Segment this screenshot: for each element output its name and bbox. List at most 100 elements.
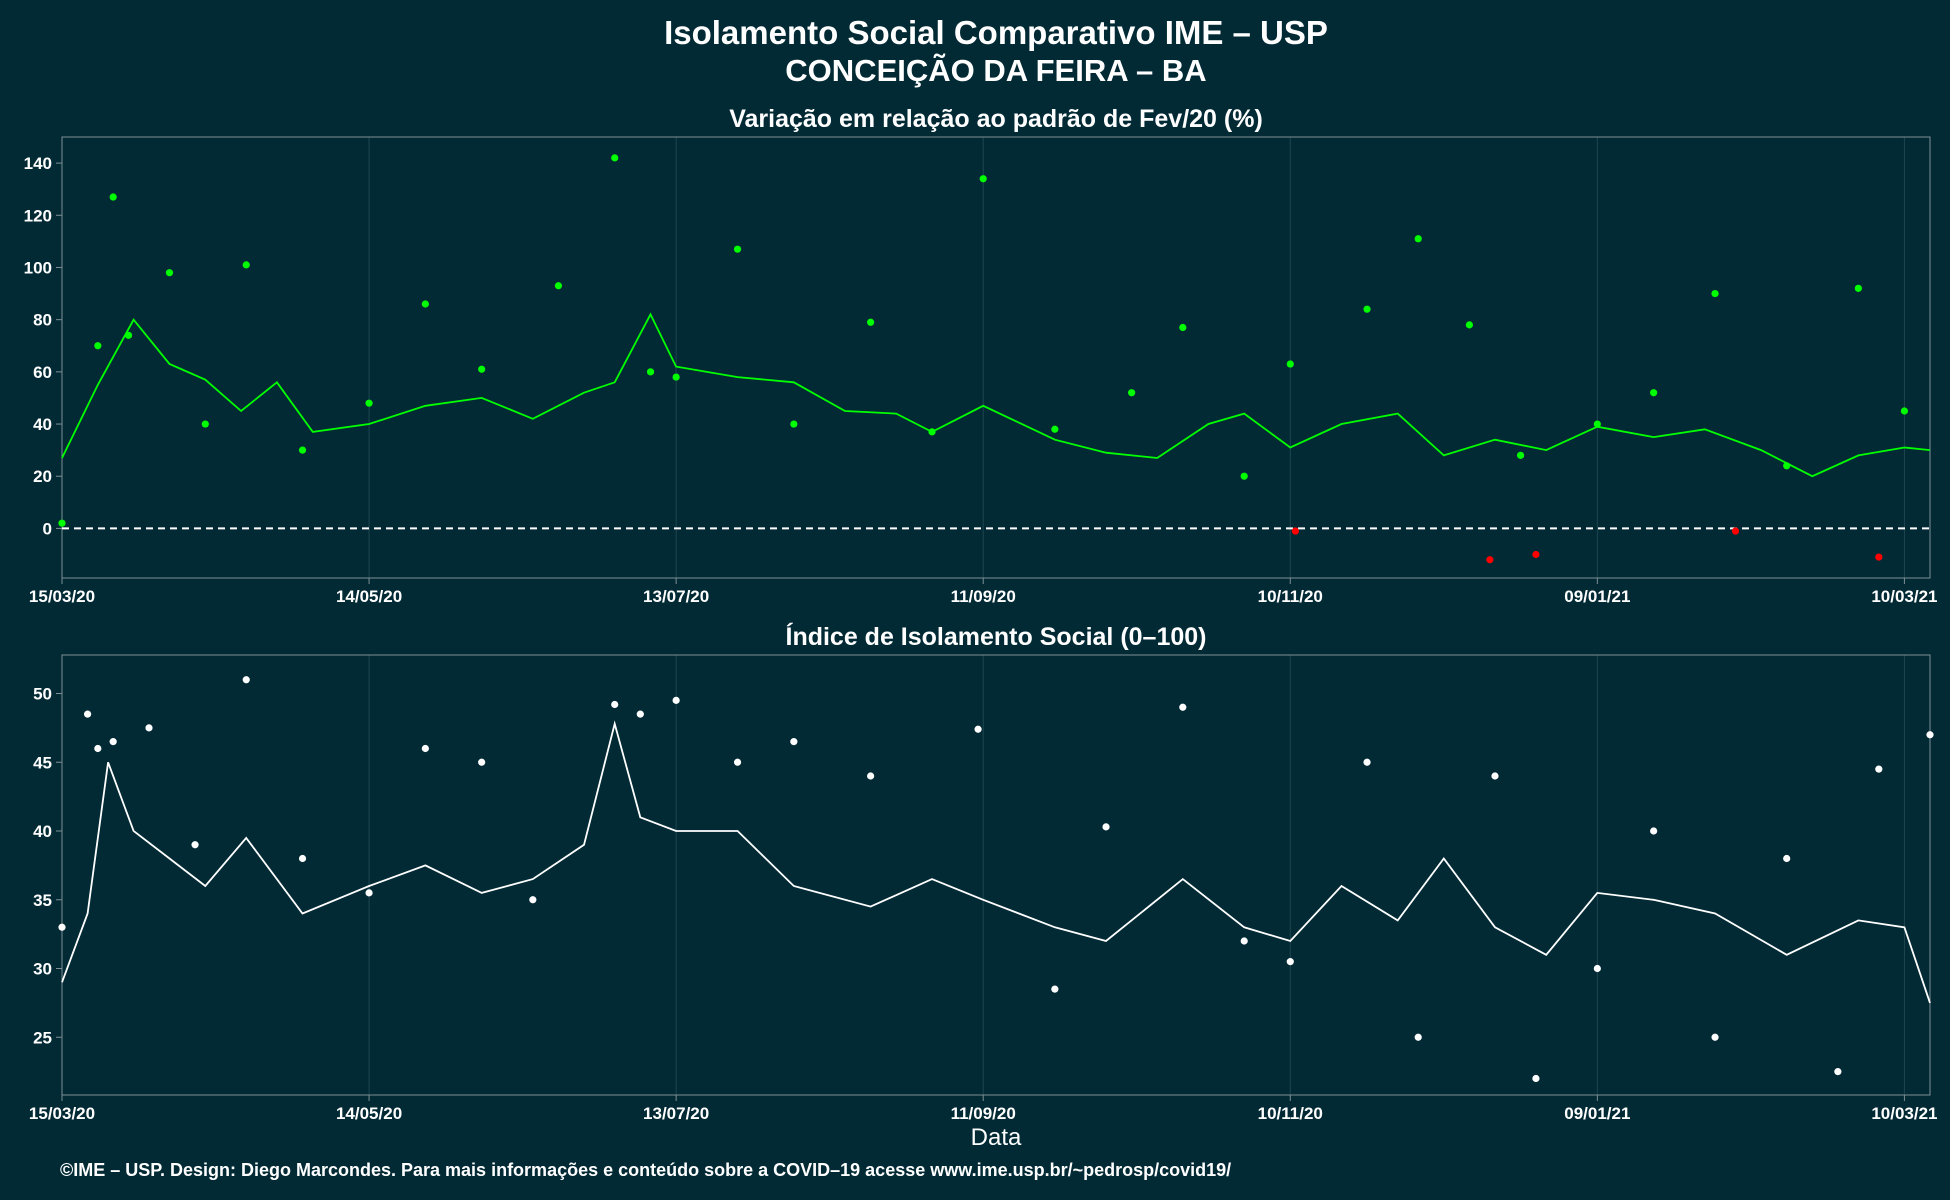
daily-point xyxy=(1593,420,1601,428)
x-tick-label: 15/03/20 xyxy=(29,587,95,606)
y-tick-label: 40 xyxy=(33,822,52,841)
y-tick-label: 45 xyxy=(33,753,52,772)
x-tick-label: 15/03/20 xyxy=(29,1104,95,1123)
x-tick-label: 09/01/21 xyxy=(1564,1104,1630,1123)
daily-point xyxy=(867,772,875,780)
daily-point xyxy=(201,420,209,428)
y-tick-label: 0 xyxy=(43,519,52,538)
daily-point xyxy=(646,368,655,376)
negative-point xyxy=(1486,556,1494,564)
daily-point xyxy=(974,725,982,733)
footer-credit: ©IME – USP. Design: Diego Marcondes. Par… xyxy=(60,1160,1231,1180)
daily-point xyxy=(1593,964,1601,973)
x-tick-label: 13/07/20 xyxy=(643,587,709,606)
daily-point xyxy=(124,331,133,339)
daily-point xyxy=(478,365,486,373)
daily-point xyxy=(109,193,117,201)
x-tick-label: 14/05/20 xyxy=(336,1104,402,1123)
daily-point xyxy=(1650,827,1658,835)
y-tick-label: 40 xyxy=(33,415,52,434)
y-tick-label: 20 xyxy=(33,467,52,486)
daily-point xyxy=(94,744,102,753)
daily-point xyxy=(928,428,936,436)
daily-point xyxy=(1650,389,1658,397)
daily-point xyxy=(1102,823,1110,831)
figure-title-line1: Isolamento Social Comparativo IME – USP xyxy=(664,14,1328,51)
daily-point xyxy=(58,519,66,527)
daily-point xyxy=(365,399,373,407)
y-tick-label: 80 xyxy=(33,311,52,330)
daily-point xyxy=(1491,772,1499,780)
x-tick-label: 11/09/20 xyxy=(951,587,1016,606)
daily-point xyxy=(421,744,429,753)
index-panel: 15/03/20 14/05/20 13/07/20 11/09/20 10/11/20… xyxy=(29,654,1938,1123)
daily-point xyxy=(1711,1033,1719,1041)
daily-point xyxy=(191,841,199,849)
daily-point xyxy=(145,724,153,732)
daily-point xyxy=(109,738,117,746)
x-tick-label: 10/11/20 xyxy=(1258,1104,1323,1123)
daily-point xyxy=(58,923,66,931)
x-axis-label: Data xyxy=(971,1124,1022,1151)
daily-point xyxy=(672,373,680,381)
daily-point xyxy=(979,175,987,183)
daily-point xyxy=(1240,937,1248,945)
daily-point xyxy=(1516,451,1525,459)
daily-point xyxy=(790,738,798,746)
daily-point xyxy=(611,700,619,709)
daily-point xyxy=(1051,425,1059,433)
daily-point xyxy=(1926,731,1934,739)
daily-point xyxy=(298,446,307,454)
x-tick-label: 10/11/20 xyxy=(1258,587,1323,606)
daily-point xyxy=(1783,462,1791,470)
daily-point xyxy=(298,854,307,863)
daily-point xyxy=(1414,1033,1422,1041)
daily-point xyxy=(1532,1074,1540,1083)
figure-title-line2: CONCEIÇÃO DA FEIRA – BA xyxy=(785,53,1206,88)
plot-frame xyxy=(61,136,1931,579)
daily-point xyxy=(1711,289,1719,298)
daily-point xyxy=(611,154,619,162)
daily-point xyxy=(1240,472,1248,480)
daily-point xyxy=(529,896,537,904)
daily-point xyxy=(478,758,486,766)
daily-point xyxy=(733,245,742,253)
daily-point xyxy=(83,710,92,718)
x-tick-label: 10/03/21 xyxy=(1871,587,1937,606)
daily-point xyxy=(1179,703,1187,711)
daily-point xyxy=(242,261,250,269)
x-tick-label: 13/07/20 xyxy=(643,1104,709,1123)
daily-point xyxy=(1900,407,1909,415)
daily-point xyxy=(1465,321,1473,329)
x-tick-label: 14/05/20 xyxy=(336,587,402,606)
daily-point xyxy=(365,889,373,897)
x-tick-label: 11/09/20 xyxy=(951,1104,1016,1123)
y-tick-label: 50 xyxy=(33,685,52,704)
daily-point xyxy=(1286,360,1294,368)
daily-point xyxy=(242,676,250,684)
x-tick-label: 10/03/21 xyxy=(1871,1104,1937,1123)
y-tick-label: 100 xyxy=(24,258,52,277)
x-tick-label: 09/01/21 xyxy=(1564,587,1630,606)
daily-point xyxy=(733,758,742,766)
y-tick-label: 140 xyxy=(24,154,52,173)
daily-point xyxy=(1854,284,1862,292)
daily-point xyxy=(1051,985,1059,993)
daily-point xyxy=(1414,235,1422,243)
daily-point xyxy=(165,269,174,277)
daily-point xyxy=(636,710,644,718)
daily-point xyxy=(1363,758,1371,766)
daily-point xyxy=(1363,305,1371,313)
daily-point xyxy=(554,282,563,290)
y-tick-label: 35 xyxy=(33,891,52,910)
daily-point xyxy=(1179,323,1187,332)
daily-point xyxy=(1128,389,1136,397)
variation-panel: 15/03/20 14/05/20 13/07/20 11/09/20 10/11/20… xyxy=(24,136,1938,606)
y-tick-label: 60 xyxy=(33,363,52,382)
daily-point xyxy=(672,696,680,704)
negative-point xyxy=(1532,550,1540,559)
y-tick-label: 120 xyxy=(24,206,52,225)
daily-point xyxy=(421,300,429,308)
